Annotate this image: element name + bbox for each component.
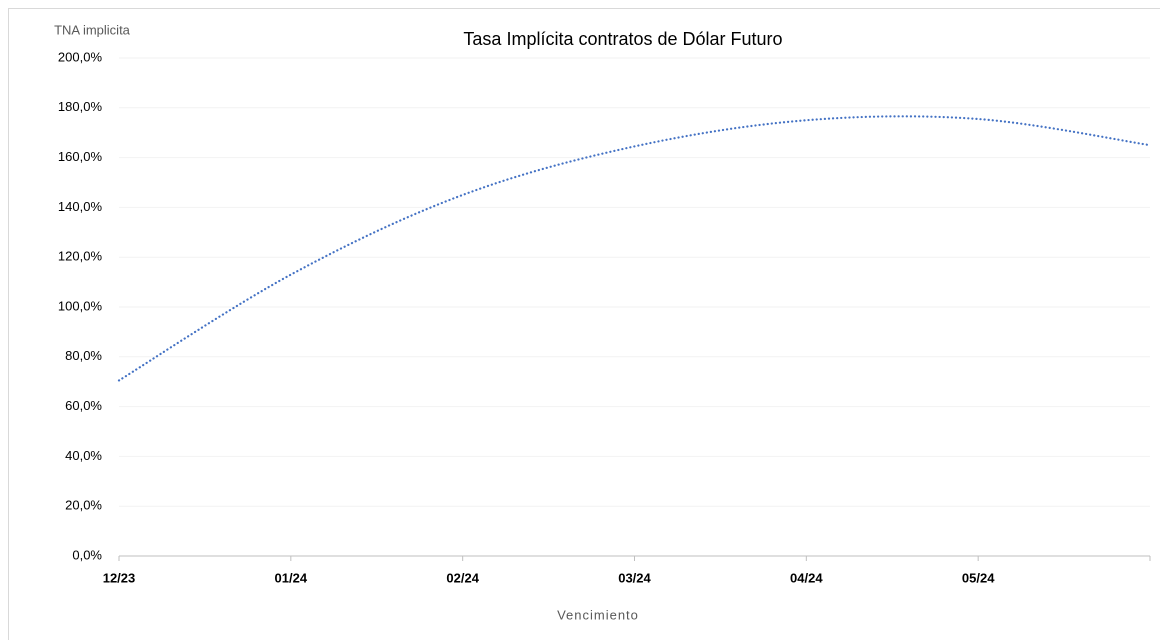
y-tick-label: 60,0% [65, 398, 102, 413]
y-tick-label: 200,0% [58, 49, 103, 64]
y-tick-label: 140,0% [58, 199, 103, 214]
y-tick-label: 20,0% [65, 498, 102, 513]
x-tick-label: 01/24 [275, 570, 308, 585]
chart-title: Tasa Implícita contratos de Dólar Futuro [463, 29, 782, 49]
x-tick-label: 12/23 [103, 570, 136, 585]
chart-frame [8, 8, 1160, 640]
y-tick-label: 180,0% [58, 99, 103, 114]
y-axis-label: TNA implicita [54, 22, 131, 37]
x-tick-label: 05/24 [962, 570, 995, 585]
y-tick-label: 0,0% [72, 547, 102, 562]
x-axis-label: Vencimiento [557, 607, 639, 622]
y-tick-label: 80,0% [65, 348, 102, 363]
x-tick-label: 03/24 [618, 570, 651, 585]
x-tick-label: 02/24 [446, 570, 479, 585]
data-line [117, 115, 1152, 382]
y-tick-label: 120,0% [58, 249, 103, 264]
y-tick-label: 160,0% [58, 149, 103, 164]
y-tick-label: 100,0% [58, 298, 103, 313]
x-tick-label: 04/24 [790, 570, 823, 585]
y-tick-label: 40,0% [65, 448, 102, 463]
